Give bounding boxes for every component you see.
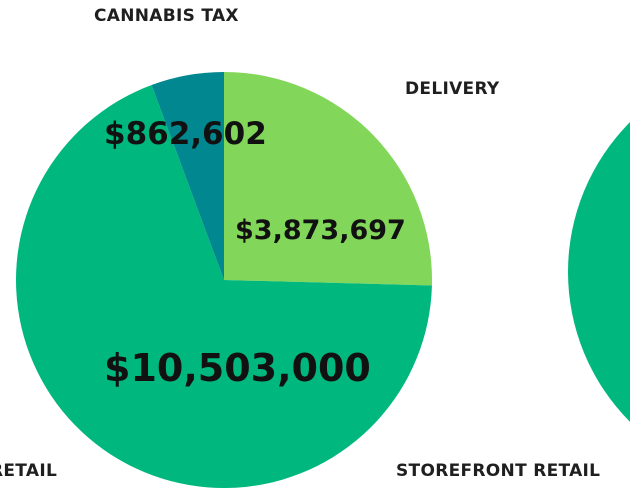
value-storefront-retail: $10,503,000 <box>104 346 371 390</box>
pie-slice-partial <box>568 122 630 422</box>
label-retail-fragment: RETAIL <box>0 461 58 481</box>
pie-partial-right <box>568 122 630 422</box>
label-cannabis-tax: CANNABIS TAX <box>94 6 239 26</box>
label-storefront-retail: STOREFRONT RETAIL <box>396 461 601 481</box>
value-cannabis-tax: $862,602 <box>104 116 267 152</box>
pie-slice-cannabis-tax <box>151 72 224 280</box>
label-delivery: DELIVERY <box>405 79 500 99</box>
value-delivery: $3,873,697 <box>235 215 406 246</box>
pie-slice-storefront-retail <box>16 85 432 488</box>
pie-main <box>16 72 433 488</box>
pie-slice-delivery <box>224 72 433 286</box>
